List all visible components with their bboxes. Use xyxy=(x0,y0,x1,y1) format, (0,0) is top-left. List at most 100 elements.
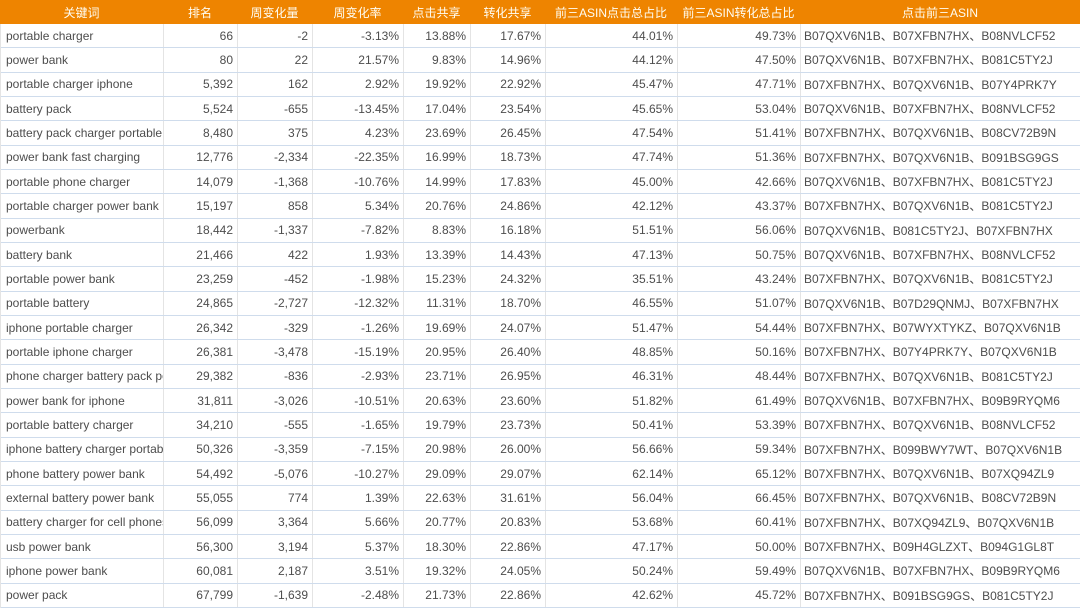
cell-rank: 34,210 xyxy=(164,413,238,437)
cell-conversion-share: 22.92% xyxy=(471,72,546,96)
cell-top3-asin-click-share: 47.74% xyxy=(546,145,678,169)
cell-top3-clicked-asins: B07XFBN7HX、B07QXV6N1B、B081C5TY2J xyxy=(804,369,1053,384)
cell-weekly-change: -5,076 xyxy=(238,461,313,486)
cell-weekly-change-rate: -15.19% xyxy=(313,340,404,364)
cell-top3-asin-click-share: 53.68% xyxy=(546,510,678,534)
cell-click-share: 22.63% xyxy=(404,486,471,510)
cell-top3-clicked-asins: B07QXV6N1B、B07XFBN7HX、B08NVLCF52 xyxy=(804,29,1056,44)
cell-weekly-change-rate: -12.32% xyxy=(313,291,404,315)
cell-conversion-share: 24.86% xyxy=(471,194,546,218)
cell-top3-clicked-asins: B07XFBN7HX、B09H4GLZXT、B094G1GL8T xyxy=(804,540,1055,555)
cell-weekly-change-rate: -1.26% xyxy=(313,315,404,340)
cell-top3-asin-conversion-share: 47.71% xyxy=(678,72,801,96)
cell-top3-asin-conversion-share: 53.39% xyxy=(678,413,801,437)
cell-weekly-change: 422 xyxy=(238,242,313,267)
table-row: portable charger iphone 5,392 162 2.92% 19.9… xyxy=(1,72,1080,97)
cell-click-share: 13.88% xyxy=(404,24,471,48)
cell-keyword: iphone portable charger xyxy=(1,315,164,340)
cell-top3-asin-click-share: 50.24% xyxy=(546,559,678,583)
cell-top3-asin-click-share: 47.13% xyxy=(546,242,678,267)
cell-rank: 67,799 xyxy=(164,583,238,607)
cell-conversion-share: 26.40% xyxy=(471,340,546,364)
cell-conversion-share: 18.73% xyxy=(471,145,546,169)
cell-weekly-change-rate: -3.13% xyxy=(313,24,404,48)
cell-click-share: 18.30% xyxy=(404,534,471,559)
cell-weekly-change: 3,194 xyxy=(238,534,313,559)
cell-keyword: power pack xyxy=(1,583,164,607)
column-header-top3-asin-click-share: 前三ASIN点击总占比 xyxy=(554,5,667,20)
cell-top3-asin-conversion-share: 65.12% xyxy=(678,461,801,486)
cell-top3-asin-conversion-share: 59.34% xyxy=(678,437,801,461)
table-row: portable phone charger 14,079 -1,368 -10.76… xyxy=(1,169,1080,195)
cell-top3-asin-conversion-share: 59.49% xyxy=(678,559,801,583)
cell-top3-clicked-asins: B07QXV6N1B、B07XFBN7HX、B081C5TY2J xyxy=(804,53,1053,68)
cell-weekly-change: -2,727 xyxy=(238,291,313,315)
cell-top3-clicked-asins: B07XFBN7HX、B07QXV6N1B、B081C5TY2J xyxy=(804,199,1053,214)
cell-conversion-share: 17.67% xyxy=(471,24,546,48)
cell-top3-asin-click-share: 47.54% xyxy=(546,121,678,145)
cell-top3-asin-click-share: 47.17% xyxy=(546,534,678,559)
cell-click-share: 23.71% xyxy=(404,364,471,388)
cell-weekly-change: 858 xyxy=(238,194,313,218)
cell-conversion-share: 23.73% xyxy=(471,413,546,437)
column-header-rank: 排名 xyxy=(187,5,212,20)
cell-top3-clicked-asins: B07XFBN7HX、B07QXV6N1B、B091BSG9GS xyxy=(804,150,1059,165)
cell-weekly-change-rate: -22.35% xyxy=(313,145,404,169)
table-row: portable iphone charger 26,381 -3,478 -15.1… xyxy=(1,340,1080,365)
cell-keyword: external battery power bank xyxy=(1,486,164,510)
cell-conversion-share: 16.18% xyxy=(471,218,546,242)
cell-weekly-change: 22 xyxy=(238,48,313,72)
cell-rank: 56,300 xyxy=(164,534,238,559)
cell-click-share: 15.23% xyxy=(404,267,471,291)
table-row: portable charger power bank 15,197 858 5.34… xyxy=(1,194,1080,219)
cell-weekly-change-rate: -13.45% xyxy=(313,96,404,121)
cell-top3-asin-click-share: 46.55% xyxy=(546,291,678,315)
cell-keyword: portable battery charger xyxy=(1,413,164,437)
cell-top3-asin-click-share: 62.14% xyxy=(546,461,678,486)
cell-top3-asin-conversion-share: 56.06% xyxy=(678,218,801,242)
cell-weekly-change: -836 xyxy=(238,364,313,388)
cell-weekly-change: -3,478 xyxy=(238,340,313,364)
cell-weekly-change: -3,359 xyxy=(238,437,313,461)
cell-click-share: 17.04% xyxy=(404,96,471,121)
cell-top3-asin-click-share: 51.47% xyxy=(546,315,678,340)
cell-top3-asin-click-share: 42.62% xyxy=(546,583,678,607)
cell-rank: 54,492 xyxy=(164,461,238,486)
table-row: phone charger battery pack po 29,382 -836-… xyxy=(1,364,1080,389)
cell-top3-asin-click-share: 45.00% xyxy=(546,169,678,194)
cell-top3-clicked-asins: B07XFBN7HX、B07XQ94ZL9、B07QXV6N1B xyxy=(804,515,1055,530)
cell-click-share: 9.83% xyxy=(404,48,471,72)
cell-keyword: power bank fast charging xyxy=(1,145,164,169)
cell-keyword: portable charger iphone xyxy=(1,72,164,96)
cell-weekly-change-rate: 4.23% xyxy=(313,121,404,145)
cell-rank: 12,776 xyxy=(164,145,238,169)
cell-click-share: 14.99% xyxy=(404,169,471,194)
table-row: portable battery 24,865 -2,727 -12.32% 11.31… xyxy=(1,291,1080,316)
cell-click-share: 20.76% xyxy=(404,194,471,218)
table-row: external battery power bank 55,055 774 1.39… xyxy=(1,486,1080,511)
cell-conversion-share: 20.83% xyxy=(471,510,546,534)
cell-conversion-share: 26.95% xyxy=(471,364,546,388)
cell-weekly-change-rate: -7.82% xyxy=(313,218,404,242)
cell-weekly-change: -3,026 xyxy=(238,388,313,413)
cell-top3-asin-click-share: 42.12% xyxy=(546,194,678,218)
cell-weekly-change-rate: 2.92% xyxy=(313,72,404,96)
cell-top3-clicked-asins: B07XFBN7HX、B07QXV6N1B、B08NVLCF52 xyxy=(804,418,1056,433)
cell-keyword: power bank xyxy=(1,48,164,72)
cell-top3-asin-conversion-share: 45.72% xyxy=(678,583,801,607)
cell-click-share: 8.83% xyxy=(404,218,471,242)
cell-conversion-share: 24.32% xyxy=(471,267,546,291)
table-row: battery bank 21,466 422 1.93% 13.39% 14.43% 47… xyxy=(1,242,1080,268)
table-row: iphone power bank 60,081 2,187 3.51% 19.32% 2… xyxy=(1,559,1080,584)
cell-top3-clicked-asins: B07XFBN7HX、B099BWY7WT、B07QXV6N1B xyxy=(804,442,1063,457)
cell-keyword: iphone battery charger portable xyxy=(1,437,164,461)
cell-rank: 8,480 xyxy=(164,121,238,145)
cell-keyword: usb power bank xyxy=(1,534,164,559)
column-header-click-share: 点击共享 xyxy=(412,5,461,20)
cell-keyword: portable power bank xyxy=(1,267,164,291)
cell-top3-asin-click-share: 56.04% xyxy=(546,486,678,510)
cell-top3-asin-conversion-share: 51.36% xyxy=(678,145,801,169)
cell-top3-clicked-asins: B07QXV6N1B、B07XFBN7HX、B08NVLCF52 xyxy=(804,248,1056,263)
cell-conversion-share: 31.61% xyxy=(471,486,546,510)
cell-top3-clicked-asins: B07QXV6N1B、B07D29QNMJ、B07XFBN7HX xyxy=(804,296,1059,311)
